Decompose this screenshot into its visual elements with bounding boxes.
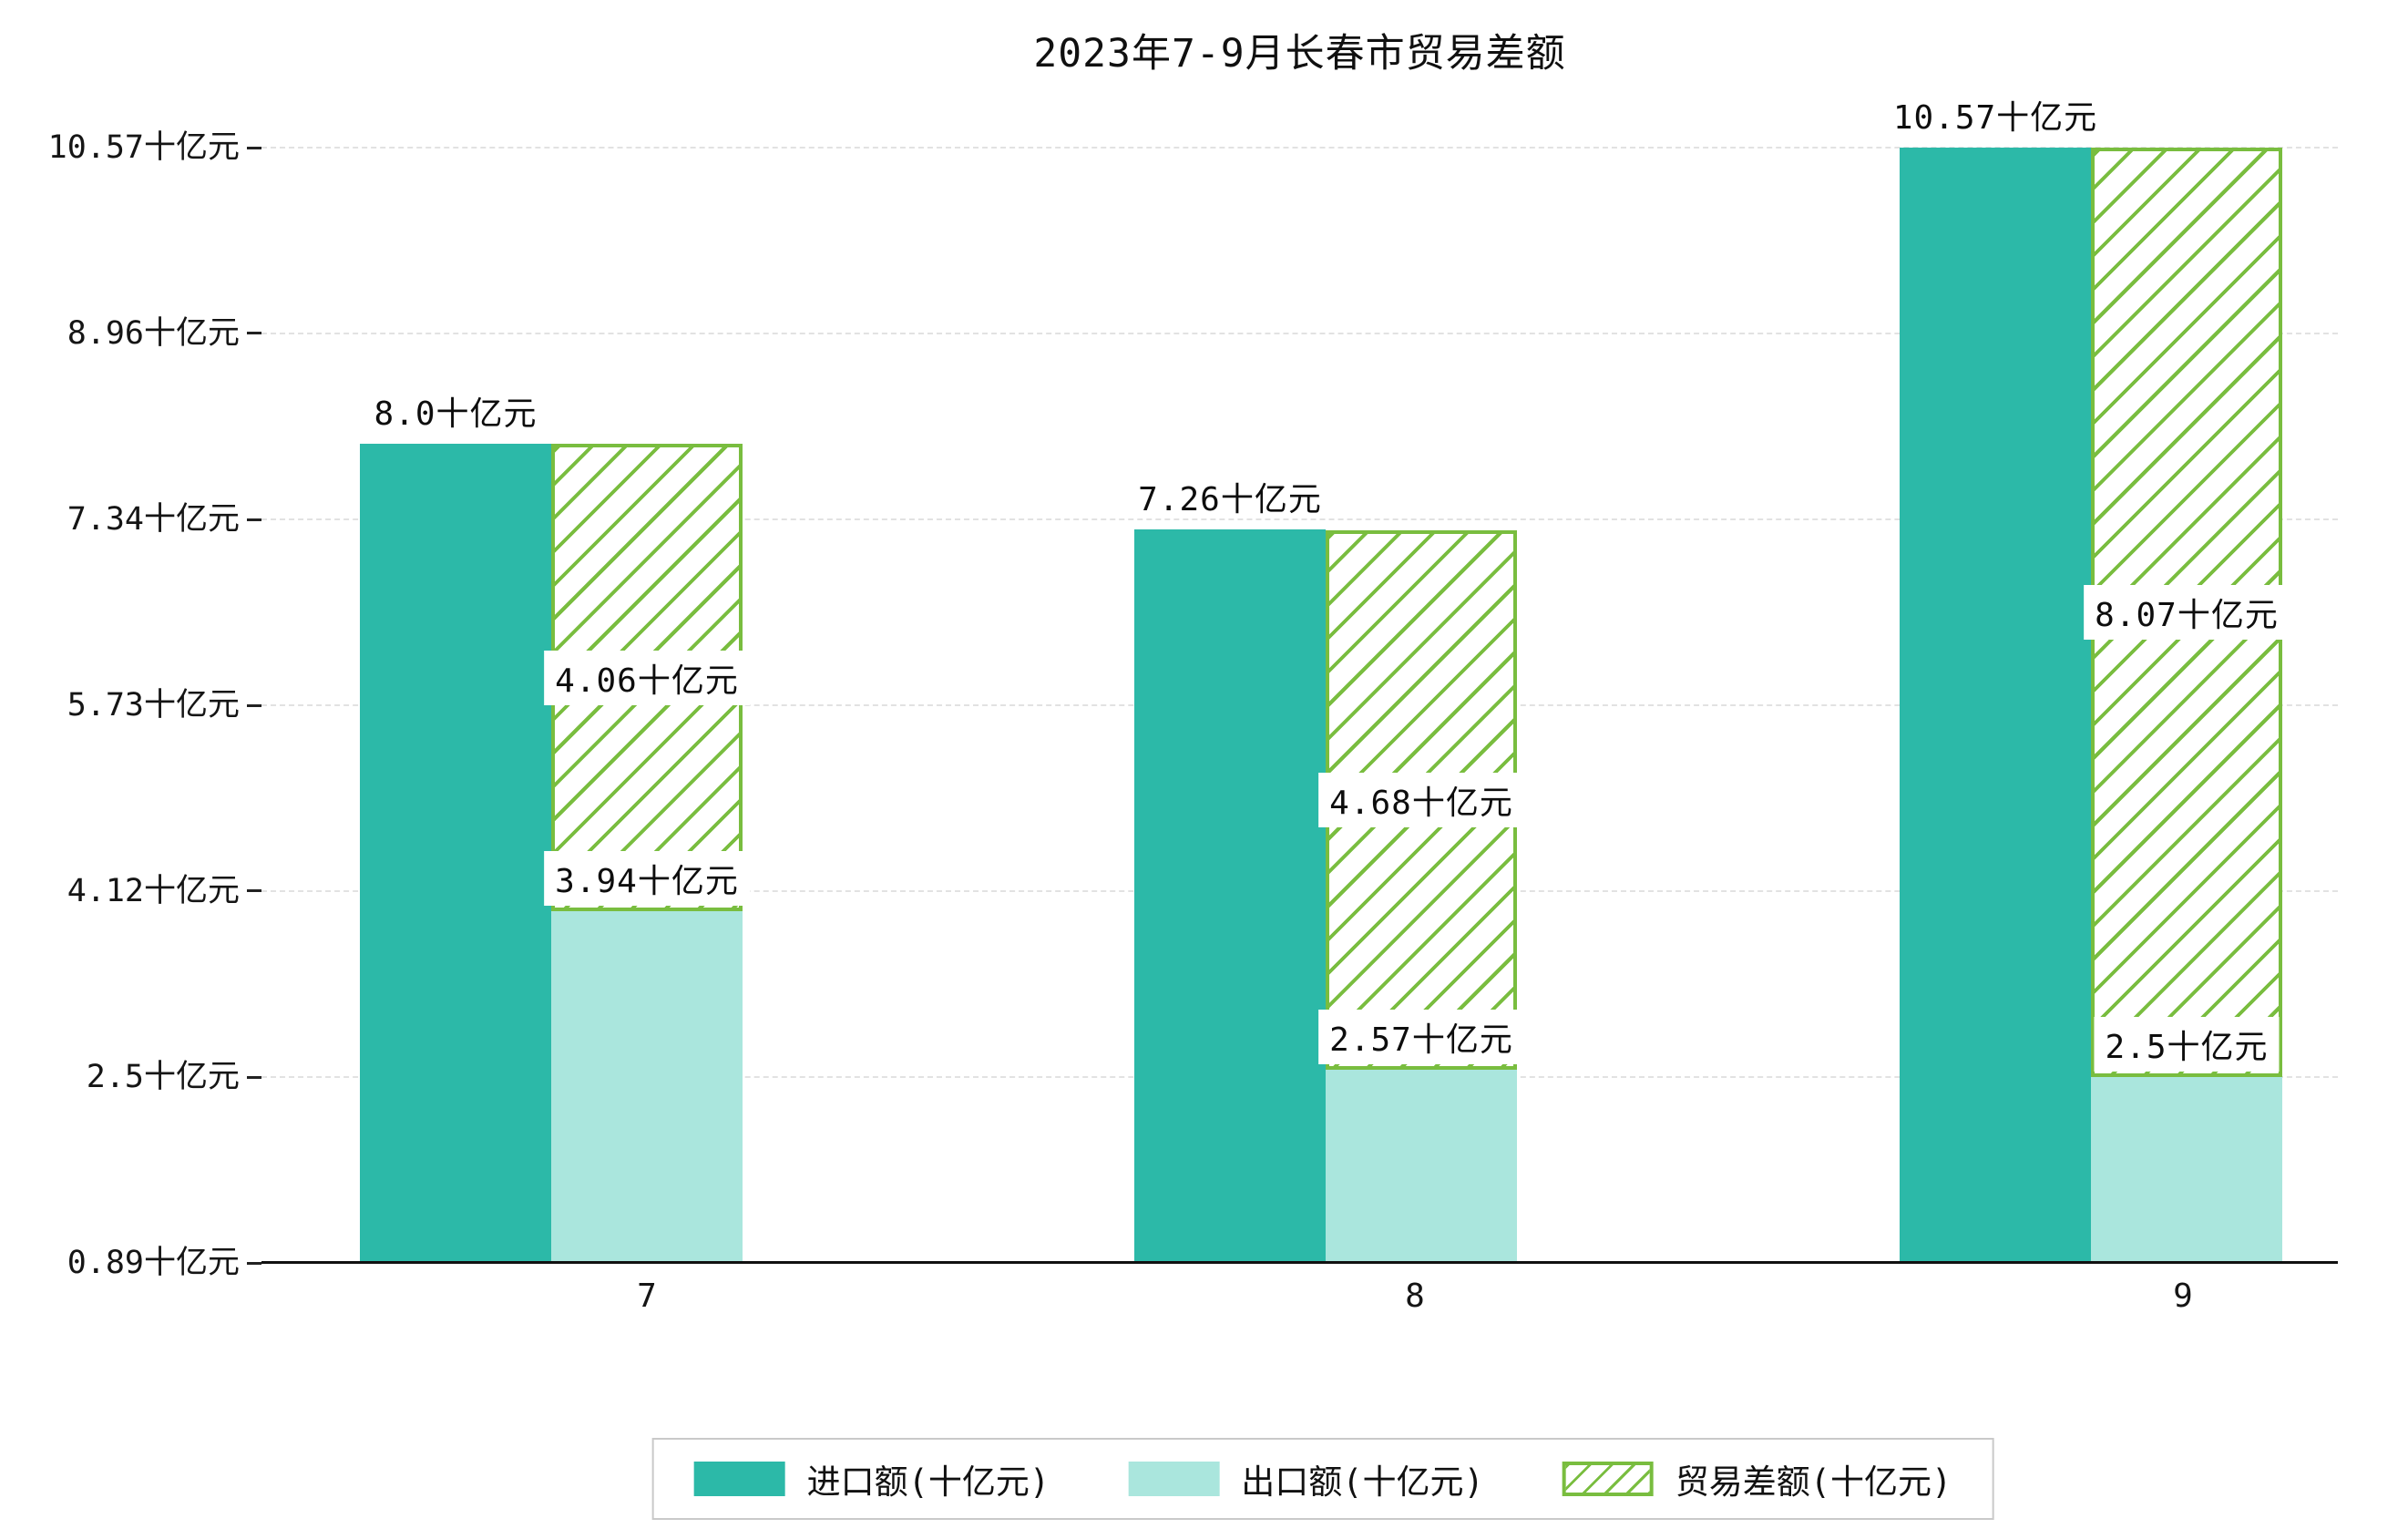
- bar-export: [551, 911, 743, 1263]
- y-tick-label: 10.57十亿元: [47, 129, 240, 166]
- legend-label-import: 进口额(十亿元): [806, 1462, 1050, 1502]
- x-tick-label: 9: [2173, 1277, 2193, 1315]
- bar-import: [1900, 148, 2091, 1263]
- value-label-trade-balance: 8.07十亿元: [2084, 585, 2290, 641]
- gridline: [261, 518, 2338, 521]
- y-axis-tick: [247, 703, 261, 707]
- y-axis-tick: [247, 332, 261, 335]
- export-swatch-icon: [1128, 1462, 1220, 1496]
- trade-balance-swatch-icon: [1562, 1462, 1654, 1496]
- y-axis-tick: [247, 1075, 261, 1079]
- legend-item-import[interactable]: 进口额(十亿元): [693, 1454, 1050, 1503]
- bar-export: [1326, 1069, 1517, 1263]
- y-tick-label: 8.96十亿元: [67, 314, 240, 352]
- value-label-import: 8.0十亿元: [374, 395, 538, 433]
- bar-export: [2091, 1077, 2282, 1263]
- chart-title: 2023年7-9月长春市贸易差额: [1033, 31, 1566, 77]
- y-tick-label: 5.73十亿元: [67, 687, 240, 723]
- value-label-export: 2.57十亿元: [1318, 1009, 1524, 1064]
- legend: 进口额(十亿元) 出口额(十亿元) 贸易差额(十亿元): [651, 1438, 1994, 1520]
- value-label-import: 10.57十亿元: [1892, 99, 2098, 137]
- legend-item-export[interactable]: 出口额(十亿元): [1128, 1454, 1484, 1503]
- value-label-trade-balance: 4.68十亿元: [1318, 772, 1524, 827]
- x-tick-label: 7: [637, 1277, 657, 1315]
- gridline: [261, 147, 2338, 149]
- x-axis-line: [261, 1261, 2338, 1264]
- legend-label-export: 出口额(十亿元): [1241, 1462, 1484, 1502]
- y-tick-label: 2.5十亿元: [86, 1059, 240, 1096]
- y-tick-label: 4.12十亿元: [67, 872, 240, 909]
- value-label-import: 7.26十亿元: [1138, 480, 1322, 518]
- import-swatch-icon: [693, 1462, 785, 1496]
- y-axis-tick: [247, 1261, 261, 1265]
- bar-import: [360, 443, 551, 1263]
- y-axis-tick: [247, 518, 261, 521]
- value-label-trade-balance: 4.06十亿元: [544, 650, 750, 705]
- legend-item-trade-balance[interactable]: 贸易差额(十亿元): [1562, 1454, 1952, 1503]
- x-tick-label: 8: [1405, 1277, 1425, 1315]
- legend-label-trade-balance: 贸易差额(十亿元): [1675, 1462, 1952, 1502]
- bar-import: [1134, 528, 1326, 1263]
- gridline: [261, 332, 2338, 334]
- y-tick-label: 7.34十亿元: [67, 501, 240, 539]
- y-axis-tick: [247, 889, 261, 893]
- value-label-export: 3.94十亿元: [544, 851, 750, 907]
- y-axis-tick: [247, 146, 261, 149]
- y-tick-label: 0.89十亿元: [67, 1245, 240, 1281]
- value-label-export: 2.5十亿元: [2094, 1017, 2280, 1072]
